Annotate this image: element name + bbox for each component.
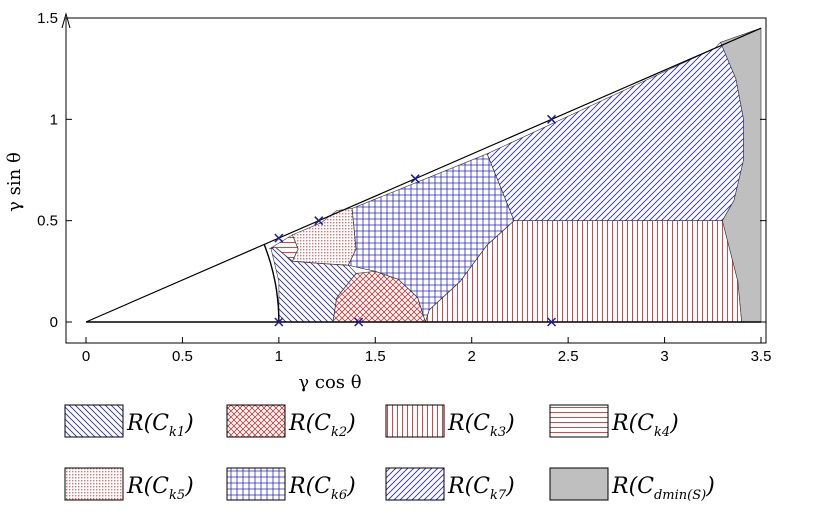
constellation-point-0 [274,317,284,327]
x-tick-label-4: 2 [468,348,476,365]
legend-item-k1: R(Ck1) [64,404,194,440]
legend-swatch-dmin [549,467,609,501]
y-axis-arrow [61,12,71,29]
x-tick-label-6: 3 [660,348,668,365]
wedge-upper-edge [85,27,762,323]
inner-arc [263,244,280,323]
axes: 0 0.5 1 1.5 2 2.5 3 3.5 0 0.5 1 1.5 [37,10,771,365]
plot-frame [65,17,767,344]
legend-item-dmin: R(Cdmin(S)) [549,467,715,503]
y-tick-label-2: 1 [50,111,58,128]
region-k7 [486,41,744,221]
x-axis-label: γ cos θ [298,372,361,393]
x-tick-label-0: 0 [82,348,90,365]
legend-label-k5: R(Ck5) [126,474,194,503]
constellation-point-6 [547,114,557,124]
x-tick-label-7: 3.5 [751,348,772,365]
legend-label-dmin: R(Cdmin(S)) [611,474,715,503]
legend-swatch-k3 [385,404,445,438]
legend: R(Ck1) R(Ck2) R(Ck3) R(Ck4) R(Ck5) R(Ck6) R(Ck… [64,404,715,503]
legend-item-k7: R(Ck7) [385,467,515,503]
constellation-point-3 [274,233,284,243]
regions-layer [269,27,762,322]
x-tick-label-1: 0.5 [172,348,193,365]
region-dmin [720,27,762,322]
y-tick-label-1: 0.5 [37,213,58,230]
legend-swatch-k4 [549,404,609,438]
legend-swatch-k7 [385,467,445,501]
legend-swatch-k5 [64,467,124,501]
x-tick-label-5: 2.5 [558,348,579,365]
legend-label-k2: R(Ck2) [288,411,356,440]
legend-swatch-k6 [226,467,286,501]
constellation-point-4 [314,216,324,226]
legend-item-k4: R(Ck4) [549,404,679,440]
x-tick-label-2: 1 [275,348,283,365]
y-tick-label-0: 0 [50,314,58,331]
legend-item-k5: R(Ck5) [64,467,194,503]
y-axis-label: γ sin θ [4,152,25,212]
legend-label-k1: R(Ck1) [126,411,194,440]
legend-label-k3: R(Ck3) [447,411,515,440]
constellation-point-2 [547,317,557,327]
legend-label-k7: R(Ck7) [447,474,515,503]
legend-swatch-k1 [64,404,124,438]
legend-label-k6: R(Ck6) [288,474,356,503]
constellation-point-5 [410,174,420,184]
region-k5 [291,208,357,266]
x-tick-label-3: 1.5 [365,348,386,365]
legend-swatch-k2 [226,404,286,438]
legend-label-k4: R(Ck4) [611,411,679,440]
wedge-boundary [85,27,762,323]
legend-item-k6: R(Ck6) [226,467,356,503]
constellation-point-1 [354,317,364,327]
y-tick-label-3: 1.5 [37,10,58,27]
legend-item-k3: R(Ck3) [385,404,515,440]
legend-item-k2: R(Ck2) [226,404,356,440]
constellation-points [274,114,557,327]
